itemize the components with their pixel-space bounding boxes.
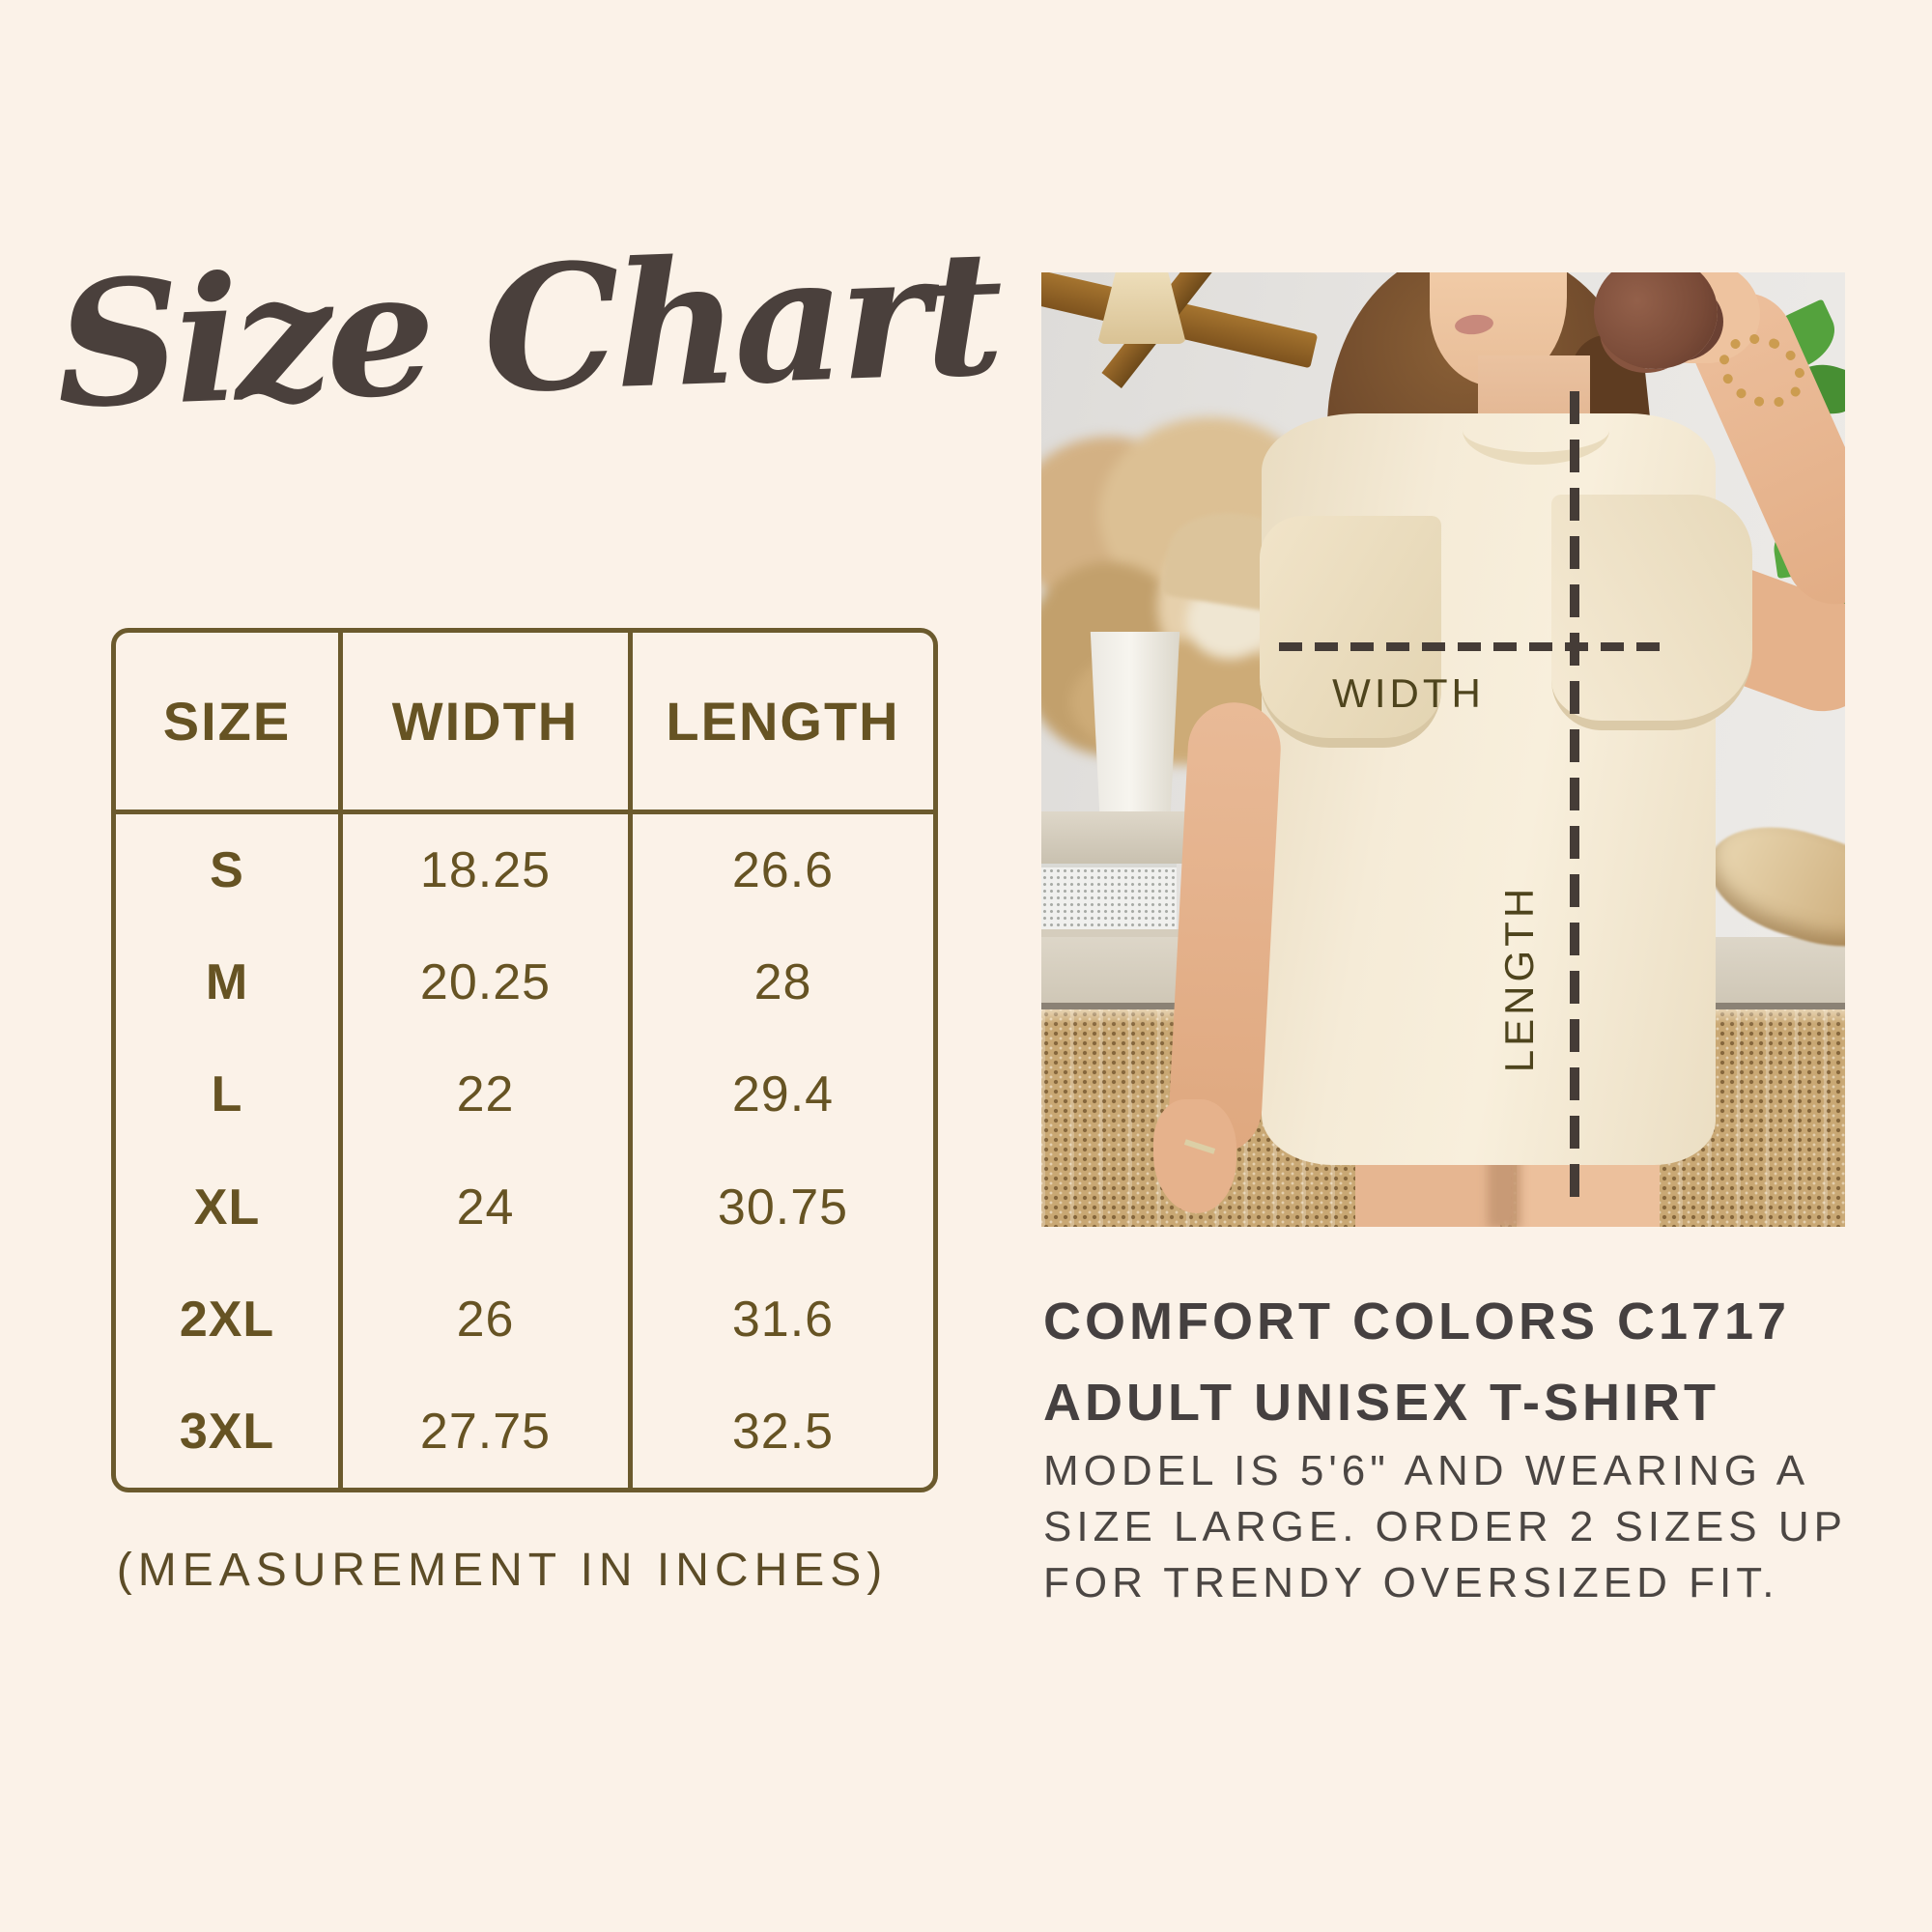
table-cell-width: 18.25: [343, 814, 633, 927]
table-cell-width: 26: [343, 1263, 633, 1376]
product-description: MODEL IS 5'6" AND WEARING A SIZE LARGE. …: [1043, 1443, 1893, 1611]
table-cell-length: 29.4: [731, 1066, 835, 1123]
velvet-scrunchie: [1594, 272, 1718, 369]
table-cell-size: 3XL: [116, 1375, 343, 1488]
product-description-line3: FOR TRENDY OVERSIZED FIT.: [1043, 1559, 1779, 1606]
table-cell-width: 20.25: [343, 926, 633, 1039]
size-table-body: S 18.25 26.6 M 20.25 28 L 22 29.4 XL 24 …: [116, 814, 933, 1488]
table-cell-size: M: [116, 926, 343, 1039]
width-dashed-line: [1279, 642, 1663, 651]
table-cell-size: S: [116, 814, 343, 927]
column-header-size: SIZE: [116, 633, 343, 810]
length-dashed-line: [1570, 391, 1579, 1205]
model-photo: WIDTH LENGTH: [1041, 272, 1845, 1227]
product-heading: COMFORT COLORS C1717 ADULT UNISEX T-SHIR…: [1043, 1281, 1874, 1443]
table-cell-size: L: [116, 1038, 343, 1151]
size-table: SIZE WIDTH LENGTH S 18.25 26.6 M 20.25 2…: [111, 628, 938, 1492]
product-heading-line1: COMFORT COLORS C1717: [1043, 1293, 1791, 1350]
size-table-header-row: SIZE WIDTH LENGTH: [116, 633, 933, 814]
page-title: Size Chart: [52, 212, 1002, 447]
column-header-width: WIDTH: [343, 633, 633, 810]
column-header-length: LENGTH: [666, 691, 900, 752]
table-cell-length: 26.6: [731, 842, 835, 899]
table-cell-width: 22: [343, 1038, 633, 1151]
table-cell-length: 31.6: [731, 1291, 835, 1348]
measurement-units-note: (MEASUREMENT IN INCHES): [116, 1545, 889, 1596]
tshirt-collar: [1463, 396, 1609, 465]
table-cell-length: 32.5: [731, 1403, 835, 1460]
white-appliance: [1041, 864, 1177, 933]
table-cell-size: XL: [116, 1151, 343, 1264]
table-cell-width: 24: [343, 1151, 633, 1264]
tshirt-sleeve-right: [1551, 495, 1752, 730]
table-cell-size: 2XL: [116, 1263, 343, 1376]
product-heading-line2: ADULT UNISEX T-SHIRT: [1043, 1374, 1719, 1432]
length-label: LENGTH: [1496, 884, 1542, 1073]
table-cell-length: 28: [753, 954, 812, 1011]
tshirt-sleeve-left: [1260, 516, 1441, 748]
table-cell-width: 27.75: [343, 1375, 633, 1488]
white-vase: [1090, 632, 1180, 821]
model-left-hand: [1153, 1099, 1236, 1213]
width-label: WIDTH: [1332, 670, 1485, 716]
table-cell-length: 30.75: [717, 1179, 849, 1236]
product-description-line2: SIZE LARGE. ORDER 2 SIZES UP: [1043, 1503, 1847, 1550]
product-description-line1: MODEL IS 5'6" AND WEARING A: [1043, 1447, 1810, 1494]
